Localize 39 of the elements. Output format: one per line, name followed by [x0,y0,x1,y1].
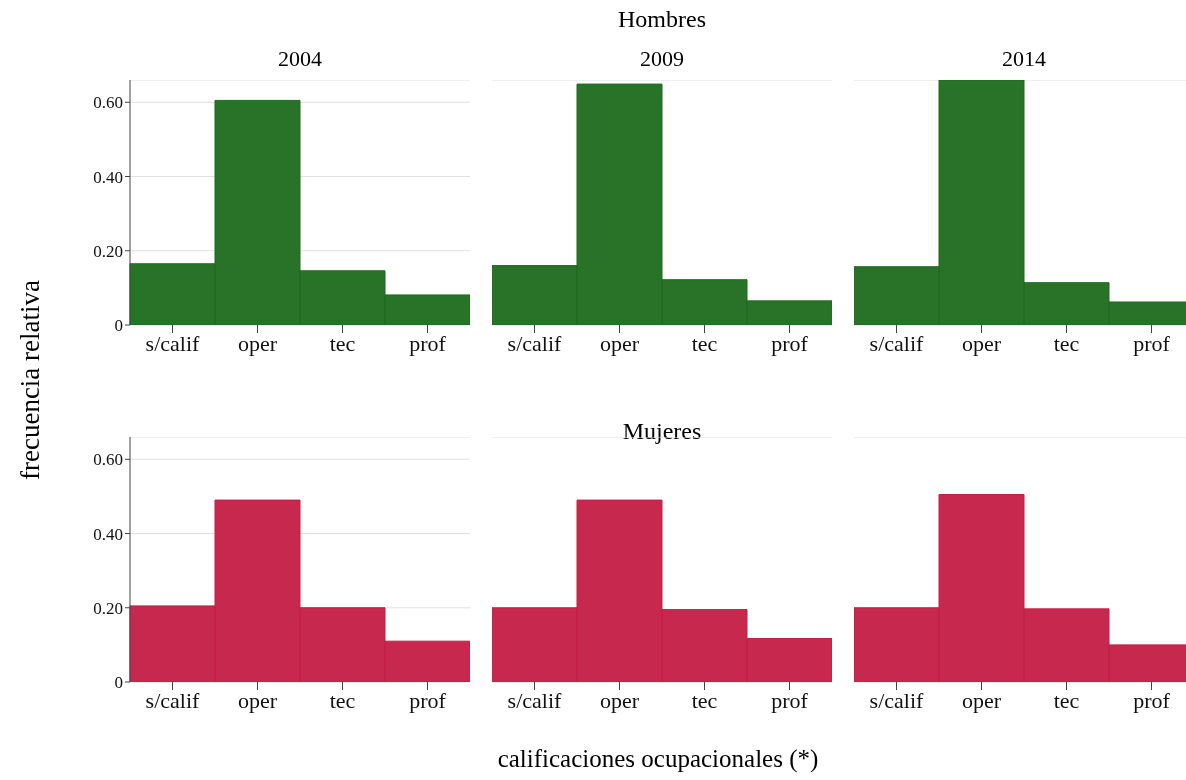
x-tick-label: tec [691,330,718,356]
x-tick-label: oper [961,330,1002,356]
x-tick-label: oper [599,687,640,713]
x-tick-label: oper [237,687,278,713]
x-tick-label: s/calif [869,330,925,356]
x-tick-label: prof [409,330,447,356]
x-tick-label: prof [771,330,809,356]
chart-title: 2014 [1001,46,1047,72]
y-axis-title: frecuencia relativa [14,279,46,481]
x-tick-label: tec [329,687,356,713]
x-tick-label: s/calif [145,687,201,713]
chart-title: Mujeres [621,418,703,445]
x-tick-label: prof [409,687,447,713]
y-tick-label: 0 [114,316,123,336]
x-tick-label: tec [1053,687,1080,713]
y-tick-label: 0.60 [93,450,123,470]
y-tick-label: 0 [114,673,123,693]
chart-title: Hombres [617,6,707,33]
y-tick-label: 0.60 [93,93,123,113]
x-tick-label: s/calif [145,330,201,356]
x-tick-label: tec [691,687,718,713]
x-tick-label: oper [599,330,640,356]
x-tick-label: s/calif [507,687,563,713]
x-tick-label: s/calif [869,687,925,713]
chart-subtitle: 2009 [639,46,685,72]
x-tick-label: prof [1133,330,1171,356]
y-tick-label: 0.40 [93,167,123,187]
x-tick-label: tec [329,330,356,356]
x-tick-label: tec [1053,330,1080,356]
y-tick-label: 0.40 [93,524,123,544]
x-tick-label: s/calif [507,330,563,356]
x-tick-label: oper [237,330,278,356]
y-tick-label: 0.20 [93,598,123,618]
x-tick-label: oper [961,687,1002,713]
chart-title: 2004 [277,46,323,72]
x-axis-title: calificaciones ocupacionales (*) [496,745,820,773]
x-tick-label: prof [771,687,809,713]
x-tick-label: prof [1133,687,1171,713]
y-tick-label: 0.20 [93,241,123,261]
